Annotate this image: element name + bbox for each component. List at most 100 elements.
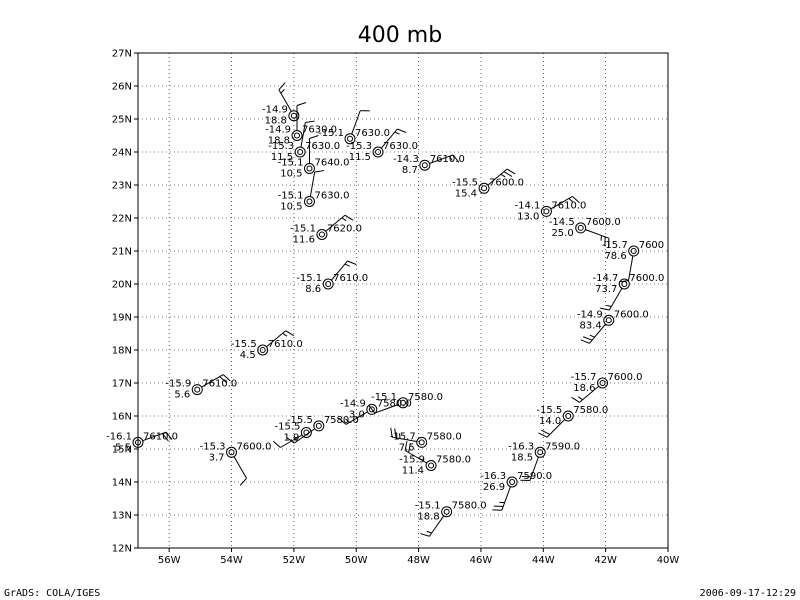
y-tick-label: 25N	[112, 115, 132, 126]
station-circle-inner	[630, 248, 637, 254]
station-circle	[506, 476, 518, 488]
station-temperature: -15.1	[278, 158, 304, 169]
wind-barb-staff	[266, 330, 287, 348]
station-circle-inner	[443, 508, 450, 515]
station-dewpoint: 78.6	[604, 251, 626, 262]
station-height: 7580.0	[377, 398, 412, 409]
wind-barb-feather	[272, 440, 281, 448]
wind-barb-half-feather	[568, 198, 574, 203]
wind-barb-feather	[314, 170, 325, 173]
station: -15.111.6 7620.0	[290, 214, 362, 246]
wind-barb-staff	[579, 385, 600, 403]
station: -14.918.8	[262, 82, 300, 127]
wind-barb-half-feather	[577, 396, 583, 401]
station-circle	[372, 146, 384, 158]
station-circle	[303, 163, 315, 174]
station-height: 7630.0	[314, 191, 349, 202]
station-circle	[397, 397, 409, 409]
station-circle-inner	[509, 479, 516, 485]
station-temperature: -14.9	[577, 309, 603, 320]
y-tick-label: 15N	[112, 445, 132, 456]
wind-barb-feather	[538, 432, 548, 438]
station-circle	[191, 384, 203, 396]
station-circle-inner	[318, 231, 325, 238]
station-dewpoint: 26.9	[483, 482, 505, 493]
station-circle-inner	[228, 449, 235, 456]
station-temperature: -15.1	[290, 224, 316, 235]
station: -16.318.5 7590.0	[508, 441, 580, 481]
station-dewpoint: 8.6	[305, 284, 321, 295]
station-dewpoint: 73.7	[595, 284, 617, 295]
station-circle-inner	[315, 422, 322, 429]
wind-barb-feather	[296, 102, 307, 106]
station-dewpoint: 10.5	[280, 202, 302, 213]
station-dewpoint: 5.6	[174, 390, 190, 401]
x-tick-label: 46W	[470, 555, 493, 566]
station-circle	[540, 205, 552, 217]
wind-barb-feather	[420, 533, 430, 537]
wind-barb-feather	[506, 168, 516, 175]
wind-barb-feather	[309, 135, 319, 139]
station-circle	[628, 245, 640, 257]
wind-barb-half-feather	[345, 418, 350, 423]
wind-barb-staff	[585, 229, 610, 239]
station-height: 7630.0	[302, 125, 337, 136]
wind-barb-feather	[347, 260, 357, 265]
wind-barb-feather	[278, 82, 286, 91]
station: -15.54.5 7610.0	[231, 330, 303, 361]
y-tick-label: 13N	[112, 511, 132, 522]
station: -15.515.4 7600.0	[452, 168, 524, 199]
station-temperature: -14.3	[393, 154, 419, 165]
station-circle	[322, 278, 334, 290]
y-tick-label: 18N	[112, 346, 132, 357]
station-circle	[366, 403, 378, 415]
station-height: 7630.0	[355, 128, 390, 139]
station-circle-inner	[481, 185, 488, 192]
wind-barb-feather	[368, 405, 376, 414]
station-circle	[291, 130, 303, 141]
station-dewpoint: 11.5	[349, 152, 371, 163]
x-tick-label: 40W	[657, 555, 680, 566]
station-temperature: -14.9	[265, 125, 291, 136]
station: -14.525.0 7600.0	[549, 217, 621, 248]
wind-barb-half-feather	[606, 304, 612, 308]
station-dewpoint: 7.5	[399, 442, 415, 453]
wind-barb-feather	[571, 396, 580, 403]
station-height: 7630.0	[305, 141, 340, 152]
station-circle	[344, 133, 356, 145]
station-circle-inner	[577, 224, 584, 231]
wind-barb-half-feather	[426, 530, 432, 534]
y-tick-label: 27N	[112, 49, 132, 60]
wind-barb-staff	[404, 450, 427, 464]
station-temperature: -15.5	[231, 339, 257, 350]
station-height: 7610.0	[333, 273, 368, 284]
station-circle	[300, 427, 312, 438]
station-dewpoint: 25.0	[551, 228, 573, 239]
station: -15.1 7630.0	[318, 110, 390, 145]
wind-barb-feather	[390, 427, 393, 438]
wind-barb-staff	[233, 456, 247, 479]
y-tick-label: 16N	[112, 412, 132, 423]
station-height: 7630.0	[383, 141, 418, 152]
station-circle-inner	[428, 462, 435, 469]
station-dewpoint: 10.5	[280, 169, 302, 180]
wind-barb-staff	[429, 154, 454, 164]
wind-barb-feather	[162, 433, 169, 442]
wind-barb-feather	[583, 336, 593, 341]
station-dewpoint: 18.6	[573, 383, 595, 394]
station: -15.718.6 7600.0	[571, 372, 643, 403]
wind-barb-staff	[380, 128, 398, 149]
wind-barb-staff	[550, 195, 573, 210]
station-circle	[294, 146, 306, 158]
station-circle-inner	[418, 439, 425, 446]
wind-barb-staff	[300, 122, 306, 148]
station: -15.118.8 7580.0	[415, 501, 487, 537]
station-temperature: -15.1	[415, 501, 441, 512]
station-height: 7580.0	[452, 501, 487, 512]
wind-barb-feather	[394, 428, 397, 438]
station-circle-inner	[194, 386, 201, 393]
wind-barb-feather	[239, 477, 247, 486]
wind-barb-half-feather	[344, 263, 350, 267]
station-temperature: -14.7	[592, 273, 618, 284]
